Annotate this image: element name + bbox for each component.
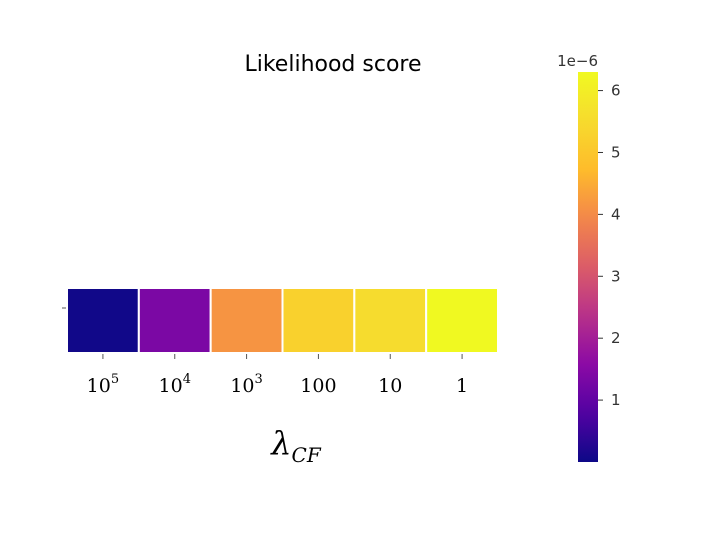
colorbar-tick-label: 5 — [611, 143, 621, 161]
x-axis-label: λCF — [269, 424, 322, 467]
colorbar-tick-label: 3 — [611, 267, 621, 285]
x-axis-label-subscript: CF — [292, 443, 322, 467]
colorbar-tick-label: 6 — [611, 82, 621, 100]
colorbar — [578, 72, 598, 462]
x-tick-label: 10 — [378, 375, 402, 397]
x-tick-label: 1 — [456, 375, 468, 397]
x-axis-ticks: 105 104 103 100 10 1 — [87, 354, 468, 397]
heatmap-cell — [281, 287, 356, 354]
heatmap-cell — [137, 287, 212, 354]
chart-title: Likelihood score — [244, 52, 421, 77]
x-axis-label-symbol: λ — [269, 424, 291, 462]
colorbar-tick-label: 4 — [611, 205, 621, 223]
colorbar-tick-label: 2 — [611, 329, 621, 347]
x-tick-label: 100 — [300, 375, 336, 397]
colorbar-multiplier: 1e−6 — [557, 52, 598, 70]
colorbar-tick-label: 1 — [611, 391, 621, 409]
x-tick-label: 105 — [87, 372, 119, 397]
x-tick-label: 103 — [230, 372, 262, 397]
heatmap-cell — [353, 287, 428, 354]
heatmap-cell — [66, 287, 140, 354]
x-tick-label: 104 — [159, 372, 191, 397]
colorbar-ticks: 1 2 3 4 5 6 — [598, 82, 621, 409]
heatmap-cells — [66, 287, 499, 354]
heatmap-cell — [425, 287, 499, 354]
heatmap-cell — [209, 287, 284, 354]
